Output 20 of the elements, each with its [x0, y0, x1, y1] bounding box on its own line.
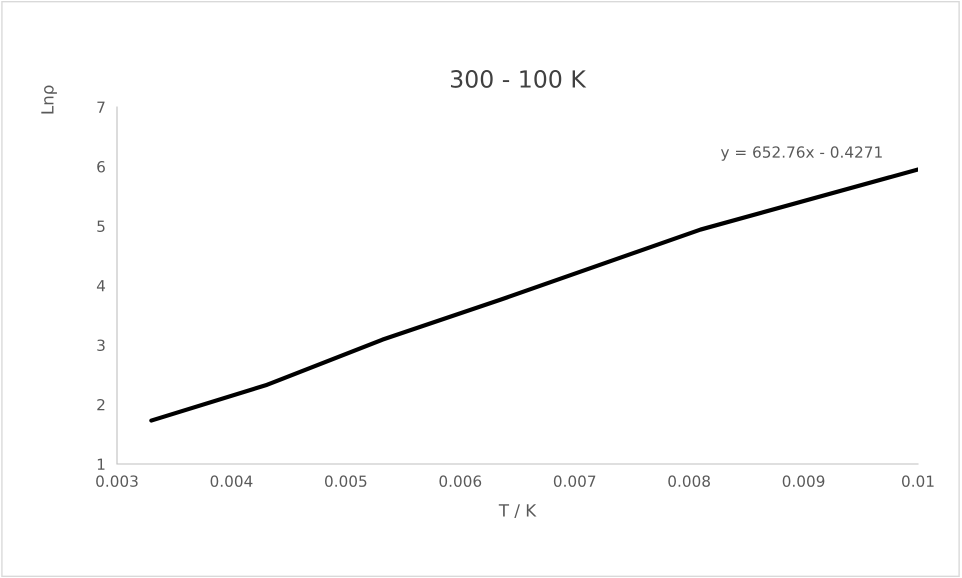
x-tick-label: 0.008: [668, 475, 710, 487]
chart-title: 300 - 100 K: [450, 70, 586, 88]
x-tick-label: 0.005: [324, 475, 366, 487]
x-tick-label: 0.004: [210, 475, 252, 487]
annotation: y = 652.76x - 0.4271: [720, 146, 882, 161]
x-axis-title: T / K: [498, 504, 537, 518]
y-tick-label: 2: [97, 398, 104, 410]
x-tick-label: 0.009: [782, 475, 824, 487]
y-tick-label: 3: [97, 339, 105, 352]
line-series: [149, 167, 918, 423]
y-tick-label: 5: [97, 220, 105, 232]
x-tick-label: 0.01: [902, 475, 934, 487]
y-tick-label: 7: [97, 102, 105, 113]
y-tick-label: 4: [96, 280, 106, 292]
y-tick-label: 6: [97, 160, 105, 173]
x-tick-label: 0.007: [554, 475, 596, 487]
x-tick-label: 0.003: [96, 475, 138, 487]
y-tick-label: 1: [98, 458, 104, 470]
y-axis-title: Lnρ: [41, 86, 57, 114]
x-tick-label: 0.006: [439, 475, 482, 487]
